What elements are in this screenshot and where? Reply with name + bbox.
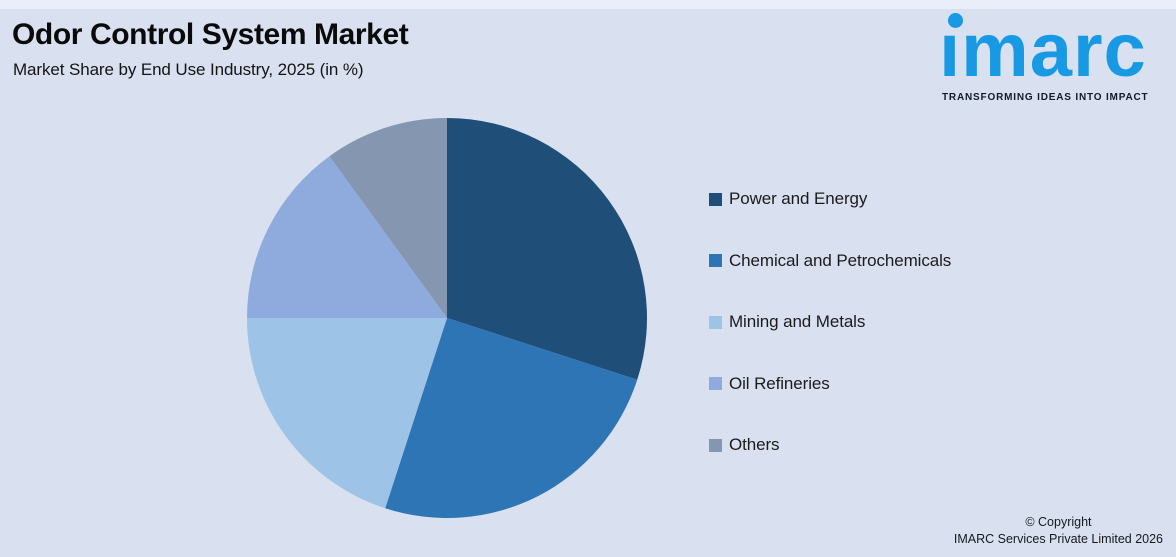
legend-item: Mining and Metals [709, 312, 951, 331]
legend-label: Mining and Metals [729, 312, 866, 331]
logo-wordmark: ımarc [939, 8, 1147, 93]
copyright-line1: © Copyright [1025, 515, 1092, 529]
pie-slice-1 [385, 318, 638, 518]
legend-swatch-icon [709, 192, 722, 206]
top-strip [0, 0, 1176, 9]
legend-label: Others [729, 435, 780, 454]
legend-swatch-icon [709, 377, 722, 390]
pie-slice-3 [247, 156, 447, 318]
legend-swatch-icon [709, 438, 722, 452]
page-title: Odor Control System Market [12, 18, 409, 51]
legend-item: Others [709, 435, 951, 454]
legend-swatch-icon [709, 254, 722, 267]
imarc-logo: ımarc TRANSFORMING IDEAS INTO IMPACT [939, 8, 1167, 104]
legend: Power and Energy Chemical and Petrochemi… [709, 189, 952, 498]
legend-item: Oil Refineries [709, 373, 951, 393]
pie-slice-0 [447, 118, 647, 380]
legend-label: Chemical and Petrochemicals [729, 250, 952, 270]
legend-label: Oil Refineries [729, 373, 830, 393]
pie-slice-4 [329, 118, 447, 318]
copyright-line2: IMARC Services Private Limited 2026 [953, 532, 1163, 546]
logo-dot-icon [948, 13, 963, 28]
pie-chart-area [246, 118, 647, 518]
legend-item: Power and Energy [709, 189, 951, 208]
page-subtitle: Market Share by End Use Industry, 2025 (… [13, 60, 364, 79]
legend-label: Power and Energy [729, 189, 868, 208]
pie-chart [246, 118, 647, 518]
pie-slice-2 [246, 318, 447, 509]
copyright-notice: © Copyright IMARC Services Private Limit… [954, 514, 1163, 548]
legend-item: Chemical and Petrochemicals [709, 250, 952, 270]
logo-tagline: TRANSFORMING IDEAS INTO IMPACT [942, 92, 1149, 103]
legend-swatch-icon [709, 315, 722, 329]
